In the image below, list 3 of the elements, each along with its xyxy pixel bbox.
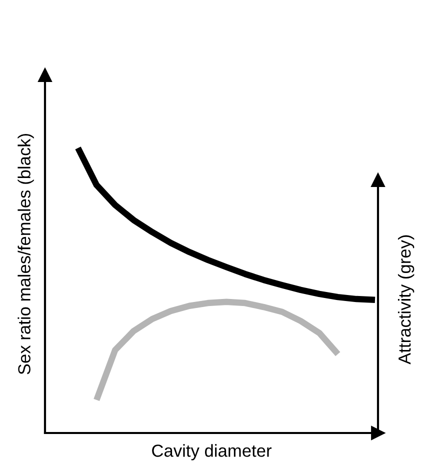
x-axis-title: Cavity diameter: [152, 444, 272, 460]
y-axis-title: Sex ratio males/females (black): [18, 134, 34, 374]
y2-axis-title: Attractivity (grey): [398, 235, 414, 364]
